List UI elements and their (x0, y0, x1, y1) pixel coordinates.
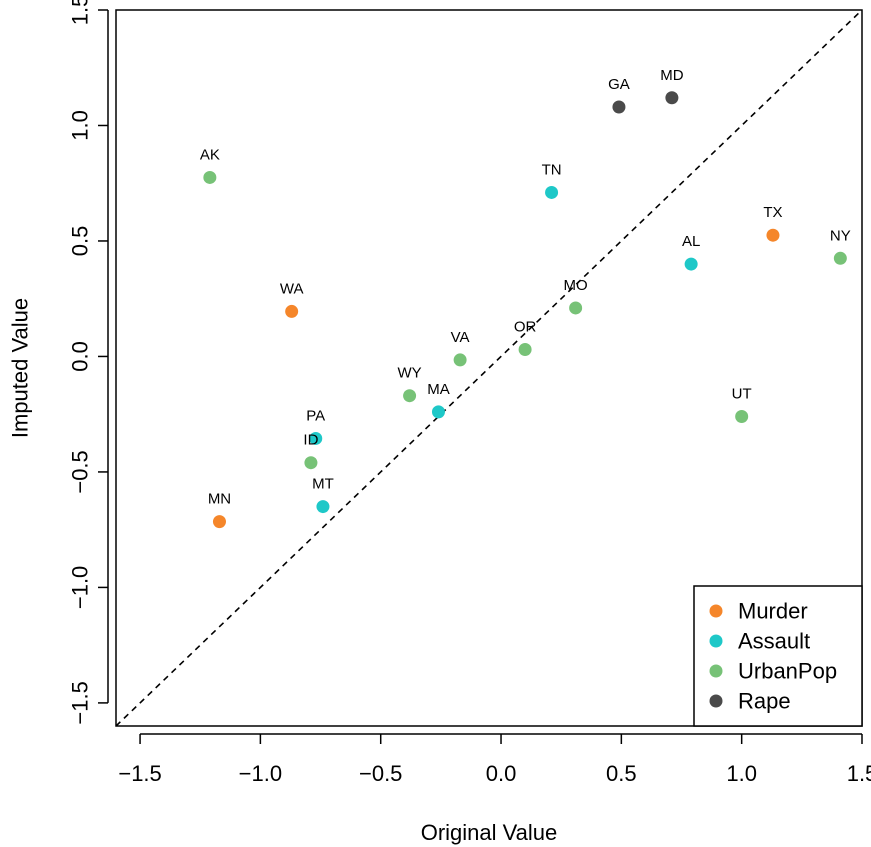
points-layer (203, 91, 847, 529)
point-label-mt: MT (312, 476, 334, 493)
legend-swatch-rape (709, 694, 723, 708)
data-point-al (684, 257, 698, 271)
data-point-ma (431, 405, 445, 419)
x-tick-label: −1.5 (118, 761, 161, 786)
legend-label-murder: Murder (738, 599, 808, 624)
y-tick-label: −1.5 (68, 681, 93, 724)
x-tick-label: −0.5 (359, 761, 402, 786)
y-tick-label: −0.5 (68, 450, 93, 493)
y-tick-label: 0.5 (68, 226, 93, 257)
legend-label-assault: Assault (738, 629, 810, 654)
legend: Murder Assault UrbanPop Rape (693, 585, 863, 727)
point-label-wa: WA (280, 280, 304, 297)
y-tick-label: 0.0 (68, 341, 93, 372)
data-point-ny (833, 251, 847, 265)
data-point-id (304, 456, 318, 470)
data-point-ak (203, 170, 217, 184)
point-label-or: OR (514, 319, 537, 336)
legend-swatch-murder (709, 604, 723, 618)
point-label-wy: WY (398, 365, 422, 382)
legend-label-urbanpop: UrbanPop (738, 659, 837, 684)
y-tick-label: 1.0 (68, 110, 93, 141)
legend-swatch-urbanpop (709, 664, 723, 678)
data-point-pa (309, 431, 323, 445)
plot-frame (115, 9, 863, 727)
data-point-or (518, 343, 532, 357)
y-axis-title: Imputed Value (8, 298, 33, 438)
data-point-mt (316, 500, 330, 514)
x-axis-title: Original Value (421, 820, 558, 845)
y-tick-label: −1.0 (68, 566, 93, 609)
point-label-ut: UT (732, 386, 752, 403)
point-label-tx: TX (763, 204, 782, 221)
legend-swatch-assault (709, 634, 723, 648)
point-label-mn: MN (208, 491, 231, 508)
legend-label-rape: Rape (738, 689, 791, 714)
point-label-ma: MA (427, 381, 450, 398)
y-tick-label: 1.5 (68, 0, 93, 25)
x-axis: −1.5 −1.0 −0.5 0.0 0.5 1.0 1.5 (118, 733, 871, 786)
identity-reference-line (115, 9, 863, 727)
point-label-tn: TN (542, 161, 562, 178)
data-point-wy (403, 389, 417, 403)
data-point-wa (285, 304, 299, 318)
point-label-ak: AK (200, 146, 220, 163)
reference-line-layer (115, 9, 863, 727)
data-point-tn (545, 185, 559, 199)
point-label-md: MD (660, 67, 683, 84)
x-tick-label: 1.5 (847, 761, 871, 786)
data-point-ut (735, 410, 749, 424)
point-label-ny: NY (830, 227, 851, 244)
x-tick-label: 0.5 (606, 761, 637, 786)
data-point-mn (212, 515, 226, 529)
x-tick-label: 0.0 (486, 761, 517, 786)
point-label-id: ID (303, 432, 318, 449)
point-label-al: AL (682, 233, 700, 250)
data-point-md (665, 91, 679, 105)
point-label-mo: MO (564, 277, 588, 294)
x-tick-label: −1.0 (239, 761, 282, 786)
point-labels-layer: TX WA MN TN AL MA PA MT AK NY MO OR VA WY UT ID GA MD (200, 67, 851, 508)
point-label-pa: PA (306, 407, 325, 424)
point-label-ga: GA (608, 76, 630, 93)
data-point-tx (766, 228, 780, 242)
point-label-va: VA (451, 329, 470, 346)
data-point-mo (569, 301, 583, 315)
x-tick-label: 1.0 (726, 761, 757, 786)
y-axis: −1.5 −1.0 −0.5 0.0 0.5 1.0 1.5 (68, 0, 109, 725)
data-point-ga (612, 100, 626, 114)
data-point-va (453, 353, 467, 367)
